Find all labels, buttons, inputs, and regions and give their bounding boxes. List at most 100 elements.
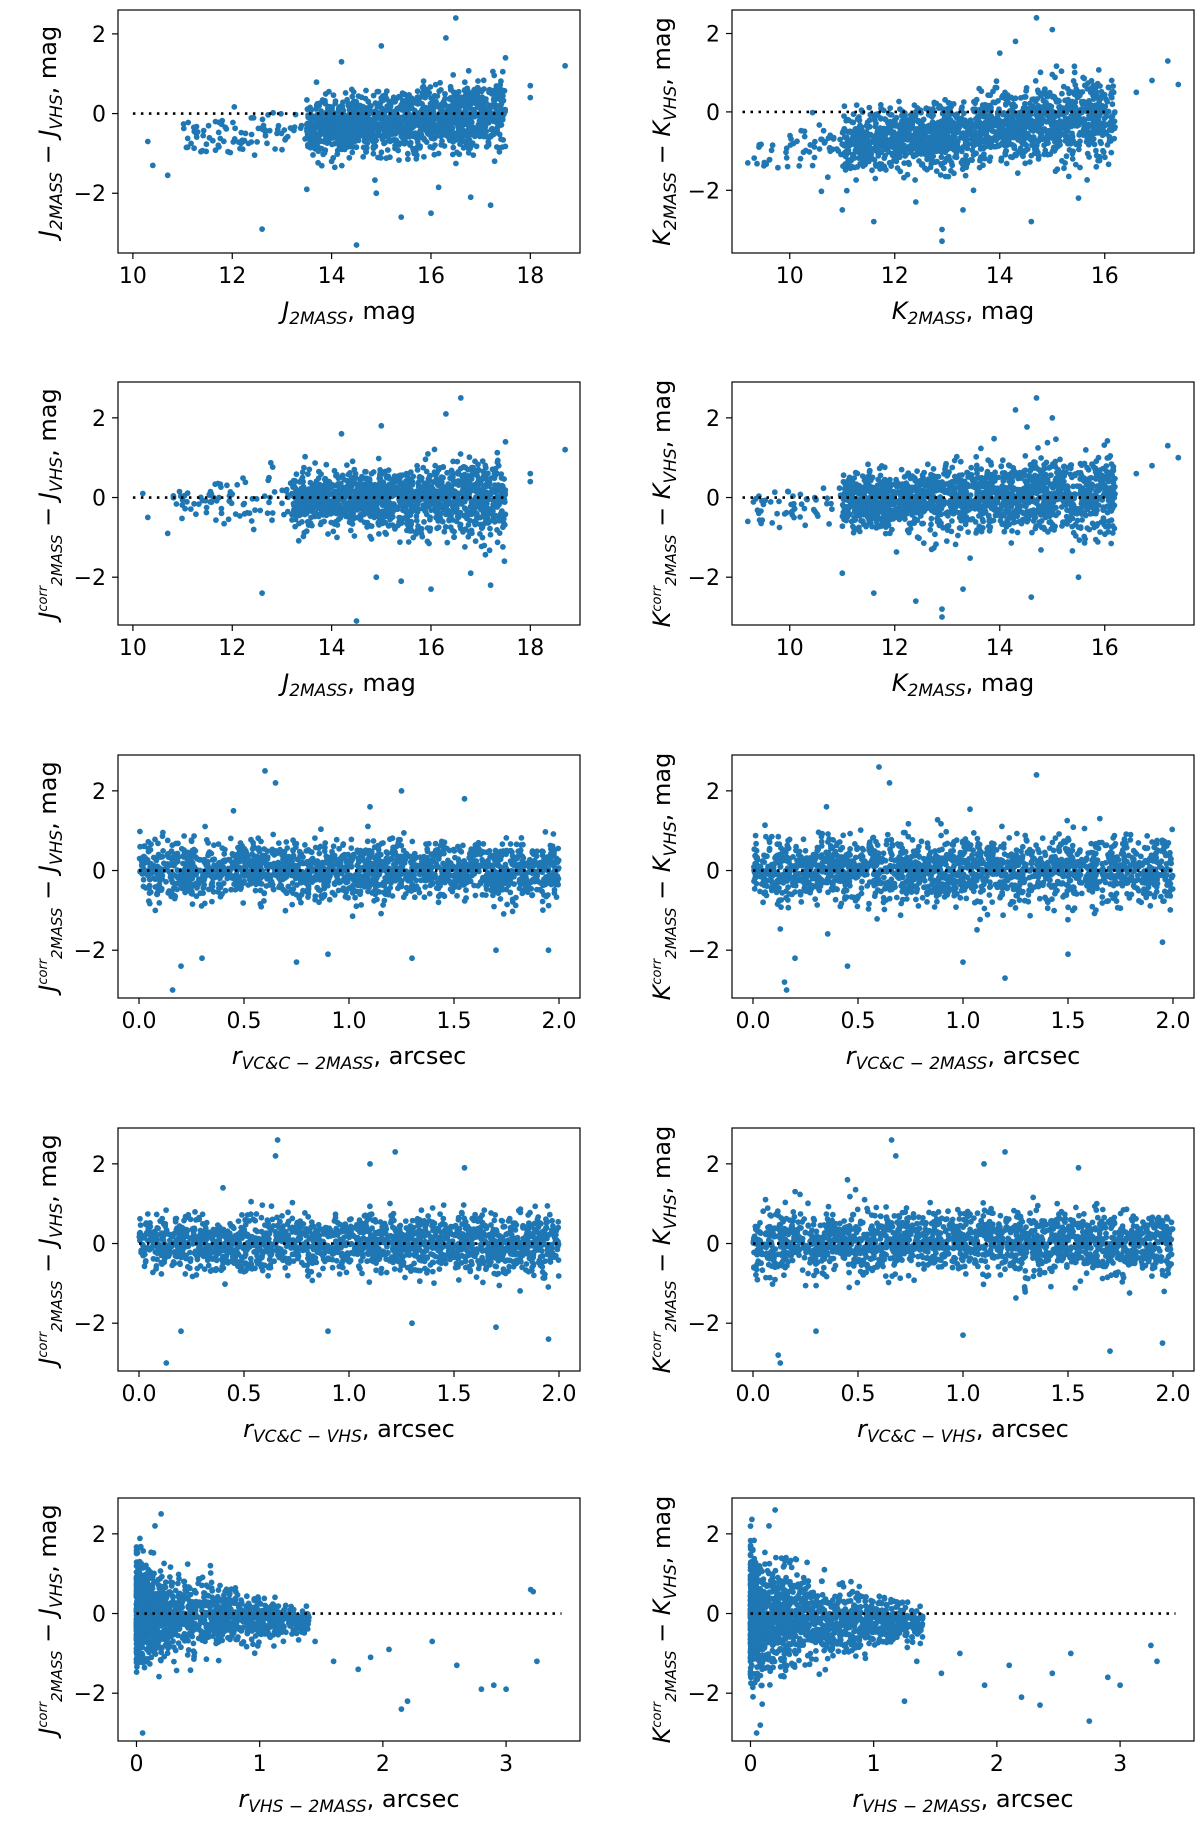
data-point	[1053, 63, 1060, 70]
data-point	[417, 134, 423, 141]
data-point	[824, 174, 831, 181]
data-point	[363, 87, 369, 94]
data-point	[202, 497, 209, 504]
outlier-point	[398, 578, 405, 585]
data-point	[384, 147, 391, 153]
data-point	[1069, 156, 1076, 162]
x-label-unit: , mag	[347, 297, 416, 325]
data-point	[919, 146, 925, 153]
data-point	[1084, 132, 1091, 139]
data-point	[389, 514, 396, 520]
data-point	[257, 507, 264, 514]
data-point	[305, 471, 311, 477]
data-point	[1002, 150, 1009, 157]
data-point	[796, 163, 803, 169]
data-point	[471, 487, 477, 493]
data-point	[366, 476, 373, 483]
data-point	[195, 501, 202, 507]
data-point	[426, 502, 432, 508]
data-point	[399, 117, 406, 124]
data-point	[395, 147, 402, 154]
y-label-symbol-a: J	[34, 612, 62, 623]
data-point	[902, 131, 908, 138]
data-point	[302, 136, 308, 142]
data-point	[794, 138, 800, 145]
data-point	[496, 517, 502, 524]
data-point	[806, 149, 813, 155]
data-point	[315, 132, 322, 139]
data-point	[424, 130, 431, 137]
data-point	[923, 134, 930, 141]
data-point	[1028, 117, 1035, 124]
data-point	[320, 151, 327, 158]
data-point	[1052, 168, 1059, 175]
data-point	[317, 521, 324, 528]
outlier-point	[164, 172, 171, 179]
data-point	[431, 93, 438, 99]
data-point	[455, 88, 462, 95]
data-point	[494, 449, 501, 456]
data-point	[184, 144, 191, 151]
data-point	[1078, 98, 1085, 105]
data-point	[450, 144, 457, 151]
data-point	[1027, 100, 1033, 107]
data-point	[440, 116, 446, 123]
data-point	[266, 127, 273, 134]
data-point	[334, 534, 340, 541]
data-point	[385, 467, 392, 473]
data-point	[874, 112, 881, 119]
data-point	[355, 124, 362, 131]
outlier-point	[428, 586, 434, 592]
data-point	[872, 175, 879, 182]
data-point	[1056, 138, 1063, 145]
data-point	[491, 158, 498, 165]
data-point	[408, 476, 414, 483]
data-point	[1036, 112, 1043, 119]
data-point	[888, 138, 895, 145]
data-point	[1003, 100, 1009, 107]
data-point	[363, 107, 370, 114]
data-point	[422, 456, 429, 463]
data-point	[501, 558, 508, 565]
data-point	[293, 471, 300, 478]
data-point	[453, 491, 459, 498]
data-point	[267, 459, 274, 466]
data-point	[969, 147, 976, 154]
data-point	[1061, 165, 1067, 172]
data-point	[975, 138, 982, 145]
data-point	[995, 128, 1002, 135]
data-point	[948, 159, 955, 166]
data-point	[840, 163, 846, 170]
outlier-point	[487, 582, 494, 589]
outlier-point	[467, 570, 474, 577]
y-label-unit: , mag	[34, 388, 62, 457]
data-point	[1014, 170, 1021, 177]
data-point	[324, 140, 331, 147]
data-point	[477, 514, 484, 521]
data-point	[1059, 90, 1065, 97]
data-point	[483, 491, 490, 498]
data-point	[279, 146, 285, 153]
data-point	[472, 100, 479, 107]
data-point	[203, 148, 210, 155]
data-point	[903, 151, 909, 158]
data-point	[368, 484, 375, 491]
data-point	[438, 87, 444, 93]
data-point	[421, 519, 427, 525]
data-point	[967, 121, 973, 128]
data-point	[472, 93, 479, 99]
data-point	[479, 503, 486, 510]
data-point	[191, 145, 198, 152]
data-point	[203, 141, 210, 148]
data-point	[234, 481, 241, 488]
data-point	[481, 542, 488, 549]
x-tick-label: 16	[417, 636, 445, 661]
data-point	[935, 126, 942, 133]
data-point	[427, 84, 434, 90]
data-point	[457, 451, 464, 457]
data-point	[494, 500, 501, 506]
data-point	[298, 122, 305, 129]
